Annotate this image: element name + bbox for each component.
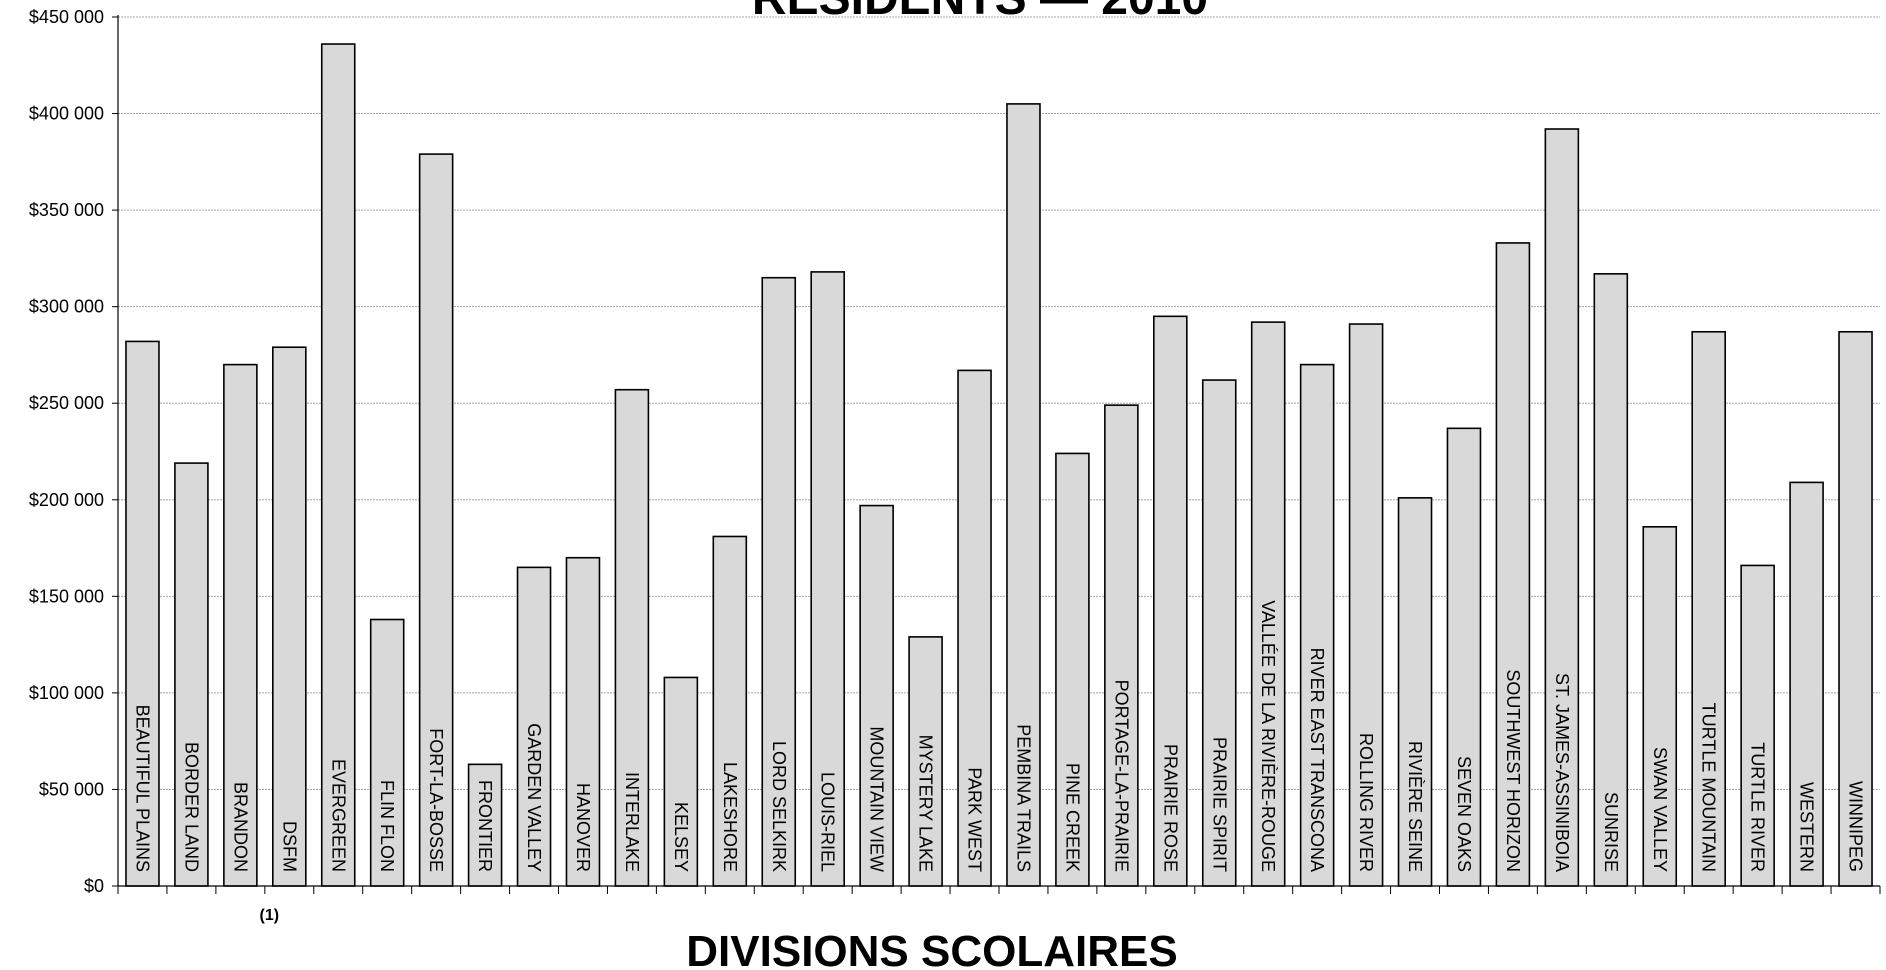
bar-label: LORD SELKIRK xyxy=(769,741,789,872)
bar-label: PRAIRIE ROSE xyxy=(1160,744,1180,872)
bar xyxy=(565,556,601,887)
bar xyxy=(1495,242,1531,887)
bar xyxy=(663,676,699,887)
bar xyxy=(418,153,454,887)
bar xyxy=(908,636,943,887)
bar-label: SWAN VALLEY xyxy=(1650,747,1670,872)
bar xyxy=(1642,526,1678,887)
bar-label: EVERGREEN xyxy=(328,759,348,872)
bar xyxy=(1055,452,1090,887)
bar-label: PORTAGE-LA-PRAIRIE xyxy=(1111,680,1131,872)
bar xyxy=(1153,315,1188,887)
bar xyxy=(272,346,307,887)
bar xyxy=(1740,564,1775,887)
y-tick-label: $200 000 xyxy=(29,490,104,510)
bar xyxy=(761,276,797,887)
bar-label: PRAIRIE SPIRIT xyxy=(1209,737,1229,872)
bar-label: PINE CREEK xyxy=(1062,763,1082,872)
bars: BEAUTIFUL PLAINS BORDER LAND BRANDON DSFM EV… xyxy=(125,43,1873,887)
bar xyxy=(369,618,405,887)
x-axis-title: DIVISIONS SCOLAIRES xyxy=(686,927,1177,970)
bar-label: SUNRISE xyxy=(1601,792,1621,872)
gridlines xyxy=(118,16,1880,790)
y-tick-label: $50 000 xyxy=(39,779,104,799)
bar-label: TURTLE MOUNTAIN xyxy=(1699,703,1719,872)
bar-label: BORDER LAND xyxy=(181,742,201,872)
bar-label: PEMBINA TRAILS xyxy=(1013,724,1033,872)
y-tick-label: $150 000 xyxy=(29,586,104,606)
bar xyxy=(1397,497,1433,887)
bar-label: FLIN FLON xyxy=(377,780,397,872)
y-tick-label: $250 000 xyxy=(29,393,104,413)
bar xyxy=(810,271,845,887)
bar-label: PARK WEST xyxy=(965,767,985,872)
bar-label: WESTERN xyxy=(1797,782,1817,872)
bar-label: LOUIS-RIEL xyxy=(818,772,838,872)
bar xyxy=(1544,128,1580,887)
bar xyxy=(1201,379,1237,887)
chart-title: RESIDENTS — 2010 xyxy=(752,0,1208,25)
bar-label: ST. JAMES-ASSINIBOIA xyxy=(1552,673,1572,872)
bar xyxy=(1299,363,1335,887)
y-axis-ticks: $0 $50 000 $100 000 $150 000 $200 000 $250 00… xyxy=(29,7,118,896)
y-tick-label: $100 000 xyxy=(29,683,104,703)
bar-label: DSFM xyxy=(279,821,299,872)
bar-label: MYSTERY LAKE xyxy=(916,735,936,872)
y-tick-label: $350 000 xyxy=(29,200,104,220)
bar-label: TURTLE RIVER xyxy=(1748,742,1768,872)
bar xyxy=(320,43,356,887)
bar-label: BRANDON xyxy=(230,782,250,872)
bar xyxy=(1348,323,1384,887)
bar-label: MOUNTAIN VIEW xyxy=(867,726,887,872)
bar xyxy=(1838,330,1873,887)
y-tick-label: $0 xyxy=(84,876,104,896)
bar-label: LAKESHORE xyxy=(720,762,740,872)
bar-label: INTERLAKE xyxy=(622,772,642,872)
annotations: (1) xyxy=(260,907,280,924)
y-tick-label: $450 000 xyxy=(29,7,104,27)
y-tick-label: $300 000 xyxy=(29,297,104,317)
bar xyxy=(467,763,503,887)
bar-label: FRONTIER xyxy=(475,780,495,872)
bar-label: RIVIÈRE SEINE xyxy=(1405,741,1425,872)
bar xyxy=(1446,427,1482,887)
bar xyxy=(614,388,650,887)
bar-label: FORT-LA-BOSSE xyxy=(426,728,446,872)
bar-label: BEAUTIFUL PLAINS xyxy=(132,705,152,872)
bar xyxy=(712,535,748,887)
bar-label: VALLÉE DE LA RIVIÈRE-ROUGE xyxy=(1258,600,1278,872)
bar xyxy=(1006,103,1041,887)
bar-label: ROLLING RIVER xyxy=(1356,733,1376,872)
bar xyxy=(859,504,894,887)
bar-label: SEVEN OAKS xyxy=(1454,756,1474,872)
bar xyxy=(1104,404,1139,887)
bar-label: SOUTHWEST HORIZON xyxy=(1503,669,1523,872)
bar-label: HANOVER xyxy=(573,783,593,872)
bar xyxy=(1250,321,1286,887)
y-tick-label: $400 000 xyxy=(29,104,104,124)
bar-label: GARDEN VALLEY xyxy=(524,723,544,872)
bar-label: WINNIPEG xyxy=(1846,781,1866,872)
bar xyxy=(957,369,992,887)
bar-label: KELSEY xyxy=(671,802,691,872)
axes xyxy=(117,15,1881,894)
bar-label: RIVER EAST TRANSCONA xyxy=(1307,648,1327,872)
annotation-note: (1) xyxy=(260,907,280,924)
